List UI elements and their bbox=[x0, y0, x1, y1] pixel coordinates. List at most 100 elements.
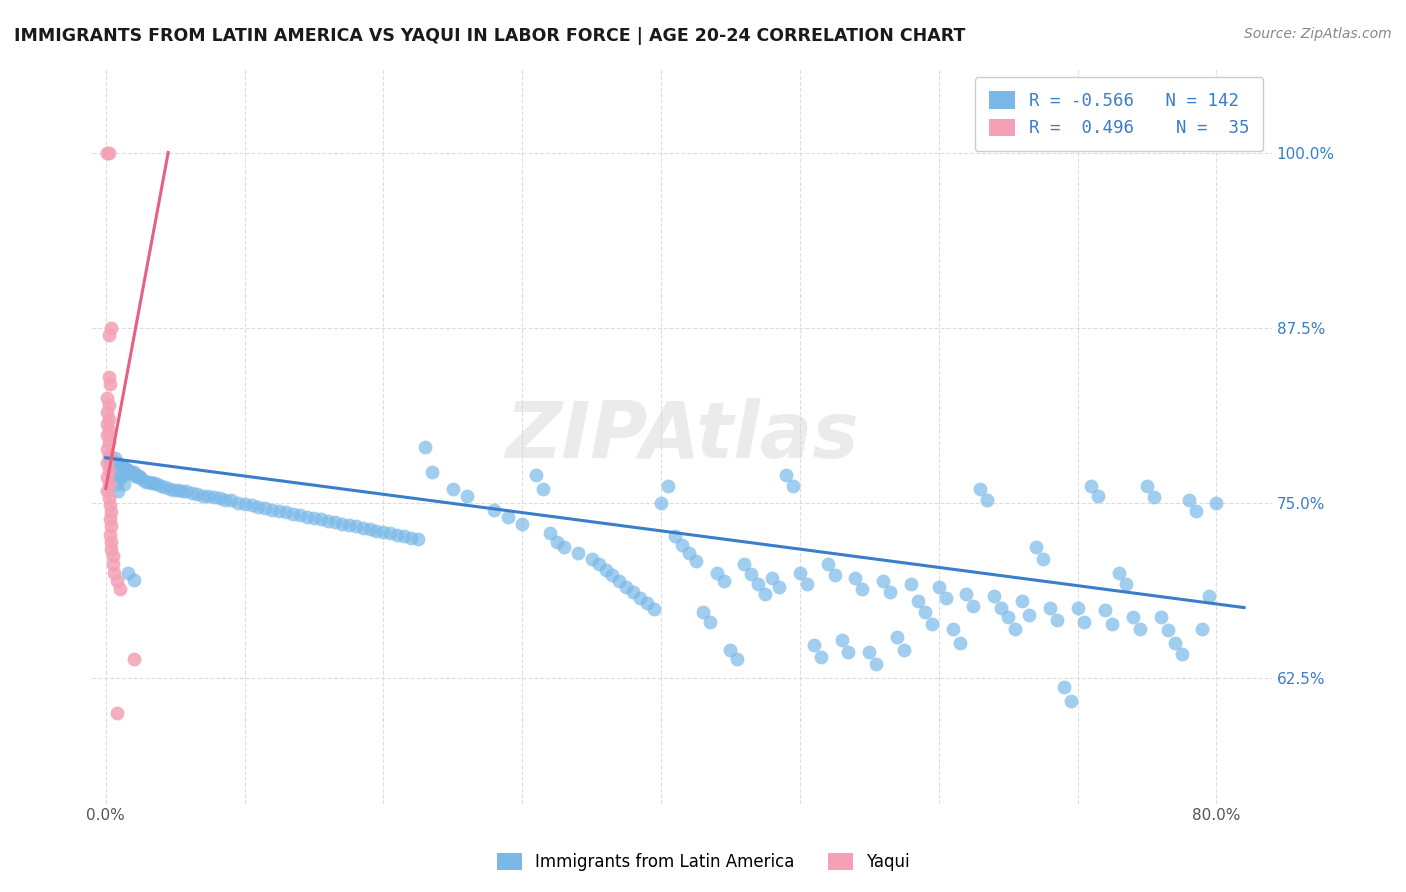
Point bbox=[316, 514, 339, 528]
Point bbox=[96, 145, 118, 160]
Point bbox=[337, 518, 360, 533]
Point bbox=[97, 145, 120, 160]
Point bbox=[782, 479, 804, 493]
Point bbox=[636, 596, 658, 610]
Point bbox=[233, 497, 256, 511]
Point bbox=[886, 630, 908, 644]
Point bbox=[942, 622, 965, 636]
Text: Source: ZipAtlas.com: Source: ZipAtlas.com bbox=[1244, 27, 1392, 41]
Point bbox=[97, 423, 120, 437]
Point bbox=[456, 489, 478, 503]
Point bbox=[276, 505, 298, 519]
Point bbox=[100, 519, 122, 533]
Point bbox=[104, 450, 127, 465]
Point bbox=[879, 585, 901, 599]
Point bbox=[366, 524, 388, 538]
Point bbox=[1025, 541, 1047, 555]
Point bbox=[191, 489, 214, 503]
Point bbox=[837, 645, 859, 659]
Point bbox=[1198, 590, 1220, 604]
Point bbox=[1032, 551, 1054, 566]
Point bbox=[524, 467, 547, 482]
Point bbox=[614, 580, 637, 594]
Point bbox=[111, 459, 134, 474]
Point bbox=[484, 502, 506, 516]
Point bbox=[96, 484, 118, 499]
Point bbox=[104, 469, 127, 483]
Point bbox=[97, 435, 120, 450]
Point bbox=[262, 502, 284, 516]
Point bbox=[962, 599, 984, 614]
Point bbox=[976, 492, 998, 507]
Point bbox=[1004, 622, 1026, 636]
Point bbox=[121, 466, 143, 480]
Point bbox=[1170, 647, 1192, 661]
Point bbox=[352, 521, 374, 535]
Point bbox=[108, 465, 131, 479]
Point bbox=[101, 557, 124, 571]
Point bbox=[214, 492, 236, 507]
Point bbox=[359, 522, 381, 536]
Point bbox=[114, 460, 136, 475]
Point bbox=[581, 551, 603, 566]
Point bbox=[100, 505, 122, 519]
Point bbox=[692, 605, 714, 619]
Point bbox=[650, 495, 672, 509]
Point bbox=[1164, 635, 1187, 649]
Point bbox=[97, 450, 120, 465]
Point bbox=[595, 563, 617, 577]
Point bbox=[1039, 600, 1062, 615]
Point bbox=[150, 479, 173, 493]
Point bbox=[1080, 479, 1102, 493]
Point bbox=[98, 499, 121, 513]
Point bbox=[122, 573, 145, 587]
Point bbox=[685, 554, 707, 568]
Point bbox=[510, 516, 533, 531]
Point bbox=[125, 467, 148, 482]
Point bbox=[103, 465, 125, 479]
Point bbox=[112, 460, 135, 475]
Point bbox=[138, 475, 160, 489]
Point bbox=[844, 571, 866, 585]
Point bbox=[344, 519, 367, 533]
Point bbox=[128, 469, 150, 483]
Point bbox=[1018, 607, 1040, 622]
Point bbox=[1011, 593, 1033, 607]
Point bbox=[103, 566, 125, 580]
Point bbox=[117, 566, 139, 580]
Point bbox=[98, 376, 121, 391]
Point bbox=[97, 411, 120, 425]
Point bbox=[1101, 617, 1123, 632]
Point bbox=[141, 475, 163, 490]
Point bbox=[1184, 504, 1206, 518]
Point bbox=[97, 491, 120, 506]
Point bbox=[97, 369, 120, 384]
Point bbox=[96, 391, 118, 405]
Point bbox=[302, 511, 325, 525]
Point bbox=[567, 546, 589, 560]
Point bbox=[1150, 610, 1173, 624]
Point bbox=[914, 605, 936, 619]
Point bbox=[96, 428, 118, 442]
Point bbox=[531, 482, 554, 496]
Point bbox=[628, 591, 651, 605]
Point bbox=[127, 470, 149, 484]
Point bbox=[97, 463, 120, 477]
Point bbox=[621, 585, 644, 599]
Point bbox=[387, 528, 409, 542]
Point bbox=[283, 507, 305, 521]
Point bbox=[671, 538, 693, 552]
Point bbox=[97, 477, 120, 491]
Point bbox=[174, 484, 197, 499]
Point bbox=[1129, 622, 1152, 636]
Point bbox=[725, 652, 748, 666]
Point bbox=[186, 487, 208, 501]
Point bbox=[98, 528, 121, 542]
Point bbox=[124, 469, 146, 483]
Point bbox=[110, 462, 132, 476]
Point bbox=[858, 645, 880, 659]
Point bbox=[1157, 623, 1180, 637]
Point bbox=[323, 515, 346, 529]
Point bbox=[1191, 622, 1213, 636]
Point bbox=[948, 635, 970, 649]
